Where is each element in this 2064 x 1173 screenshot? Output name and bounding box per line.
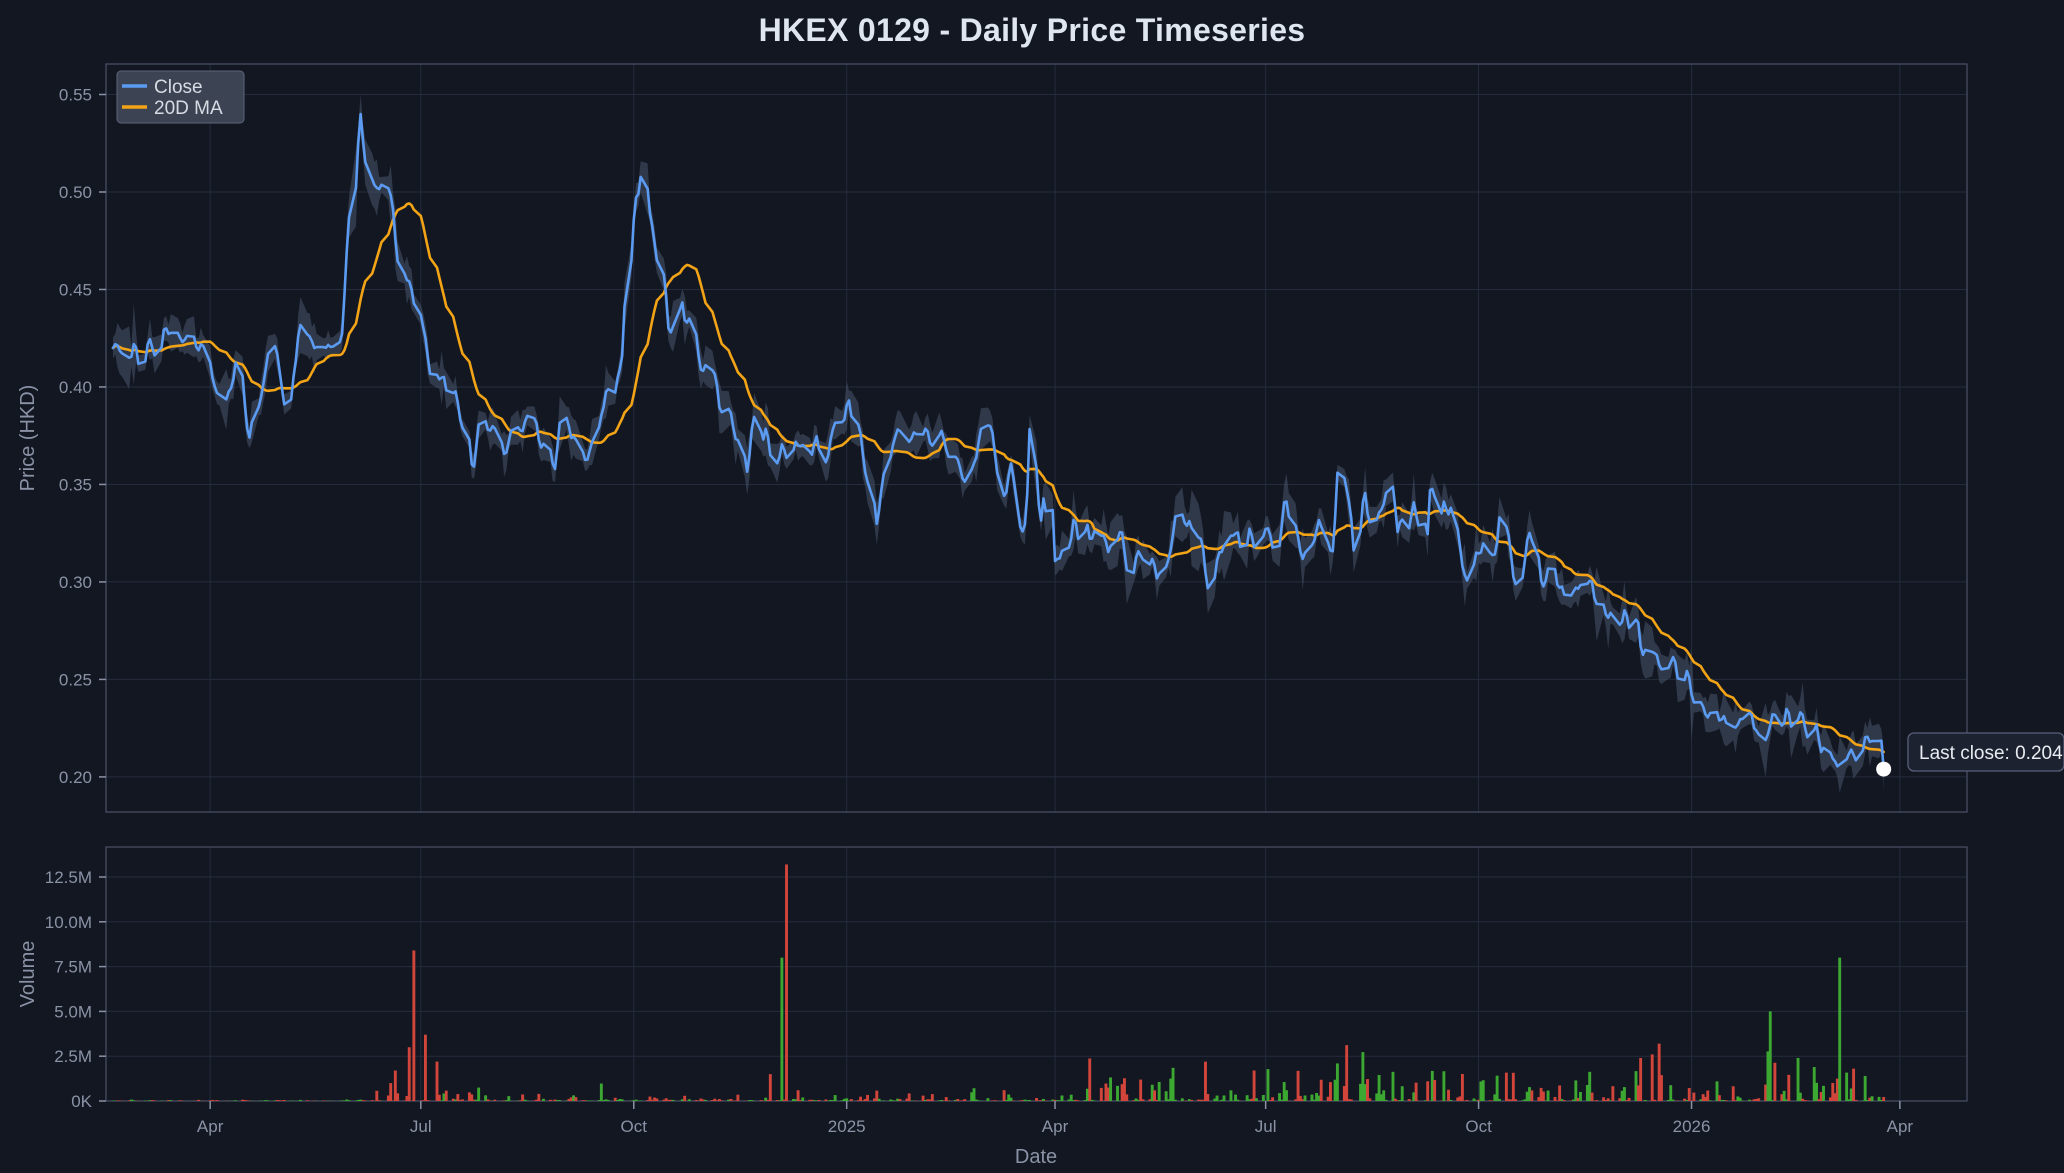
svg-text:12.5M: 12.5M [45,868,92,887]
svg-text:0.50: 0.50 [59,183,92,202]
svg-text:0.55: 0.55 [59,86,92,105]
svg-text:Oct: Oct [621,1117,648,1136]
svg-text:0.35: 0.35 [59,475,92,494]
svg-text:Jul: Jul [1255,1117,1277,1136]
svg-text:7.5M: 7.5M [54,958,92,977]
svg-text:Apr: Apr [197,1117,224,1136]
svg-text:0.40: 0.40 [59,378,92,397]
svg-text:10.0M: 10.0M [45,913,92,932]
svg-text:0.45: 0.45 [59,280,92,299]
svg-text:0.30: 0.30 [59,573,92,592]
svg-text:Date: Date [1015,1146,1057,1168]
svg-text:0.25: 0.25 [59,670,92,689]
svg-text:0K: 0K [71,1092,92,1111]
svg-text:20D MA: 20D MA [154,98,223,119]
svg-text:2025: 2025 [828,1117,866,1136]
svg-text:0.20: 0.20 [59,768,92,787]
svg-text:5.0M: 5.0M [54,1002,92,1021]
svg-text:Apr: Apr [1887,1117,1914,1136]
svg-text:2026: 2026 [1673,1117,1711,1136]
svg-text:2.5M: 2.5M [54,1047,92,1066]
svg-text:Volume: Volume [17,941,39,1008]
svg-text:Last close: 0.204: Last close: 0.204 [1919,743,2063,764]
svg-text:Apr: Apr [1042,1117,1069,1136]
svg-text:Jul: Jul [410,1117,432,1136]
svg-text:Close: Close [154,77,203,98]
svg-text:Oct: Oct [1465,1117,1492,1136]
svg-text:Price (HKD): Price (HKD) [17,385,39,492]
